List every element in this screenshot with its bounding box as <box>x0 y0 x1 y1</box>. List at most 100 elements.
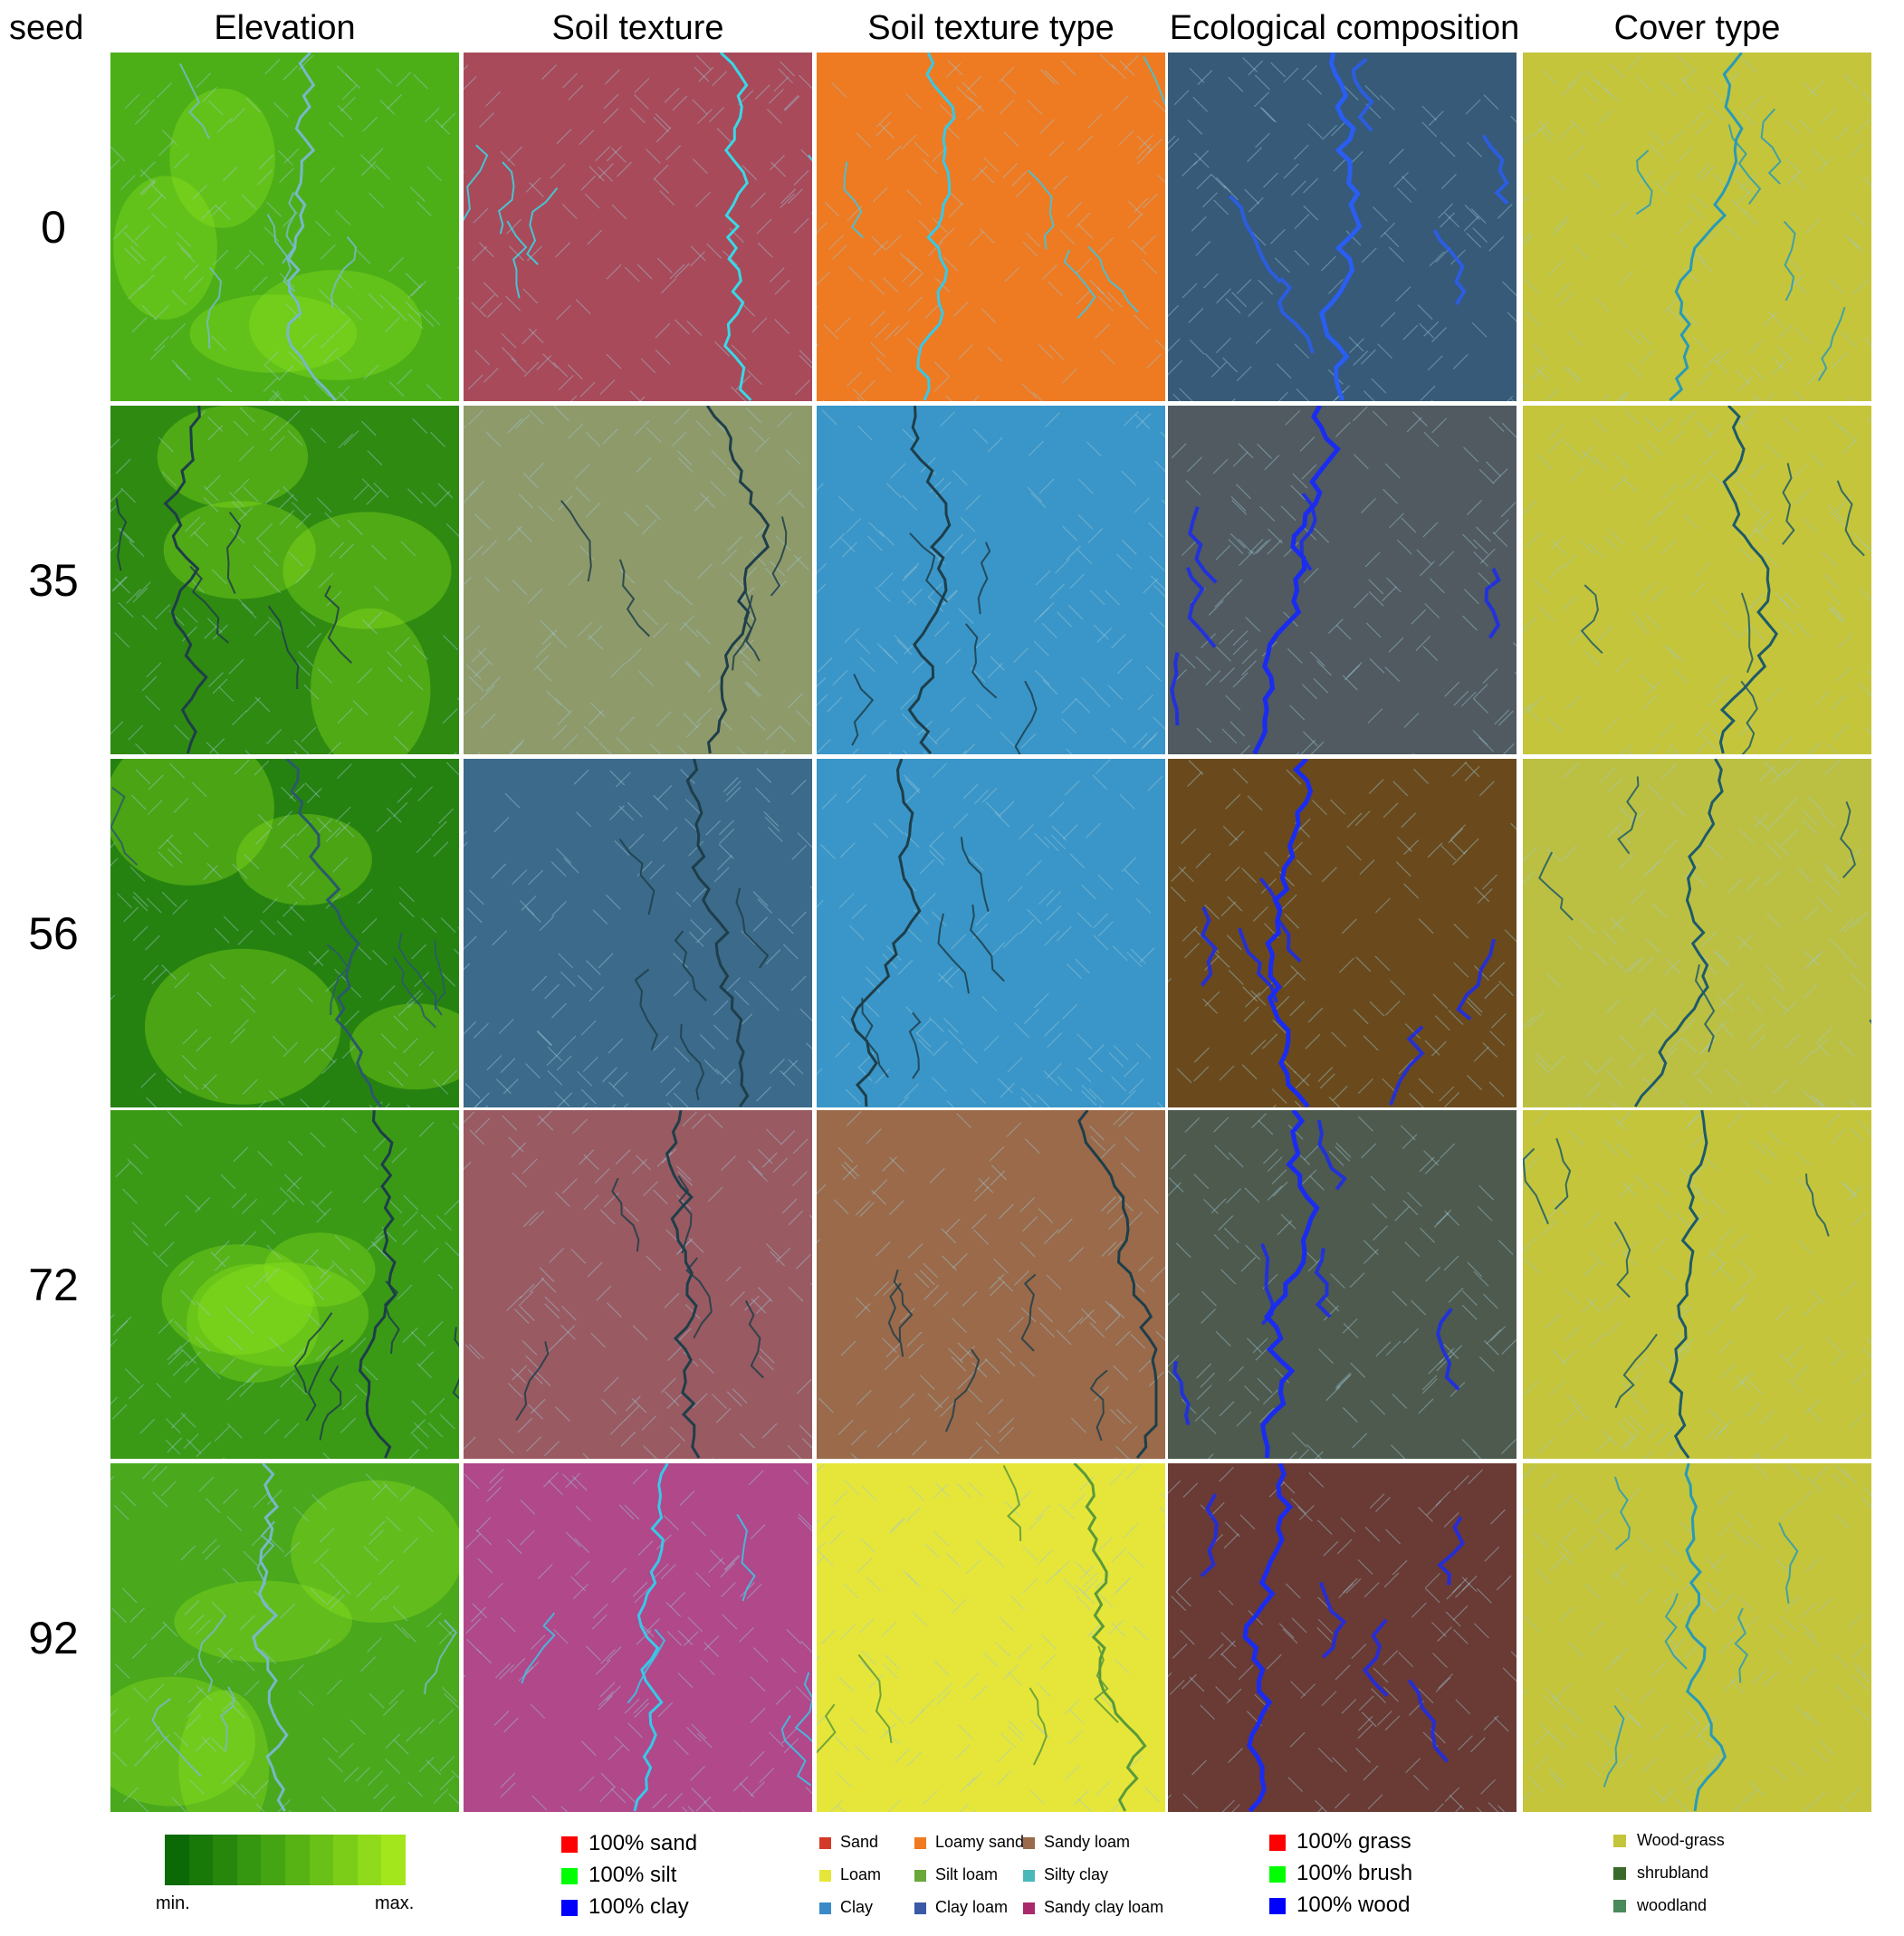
colorbar-step <box>261 1835 285 1885</box>
river-path <box>1077 1110 1158 1459</box>
legend-swatch <box>561 1835 578 1853</box>
tile-cover-type-seed-56 <box>1523 759 1871 1107</box>
column-header-soil-texture-type: Soil texture type <box>867 9 1115 47</box>
tributary-path <box>680 1024 705 1101</box>
tile-soil-texture-type-seed-0 <box>817 53 1165 401</box>
tile-elevation-seed-0 <box>110 53 459 401</box>
tributary-path <box>817 1703 837 1754</box>
column-header-ecological-composition: Ecological composition <box>1169 9 1520 47</box>
tile-background <box>1168 1110 1517 1459</box>
colorbar-step <box>284 1835 310 1885</box>
tributary-path <box>1740 680 1758 754</box>
legend-label: 100% sand <box>588 1831 698 1855</box>
drainage-texture <box>1168 1113 1517 1459</box>
legend-swatch <box>819 1902 831 1914</box>
tributary-path <box>326 944 349 1015</box>
seed-label-92: 92 <box>28 1612 79 1663</box>
tributary-path <box>1839 800 1857 878</box>
tributary-path <box>909 532 948 603</box>
drainage-texture <box>1523 1463 1871 1812</box>
legend-label: Clay loam <box>935 1898 1009 1916</box>
tributary-path <box>1318 1581 1347 1659</box>
tributary-path <box>1580 584 1603 655</box>
tributary-path <box>1229 195 1283 283</box>
tile-cover-type-seed-72 <box>1523 1110 1871 1459</box>
tributary-path <box>1614 1476 1631 1551</box>
elevation-highland <box>110 759 274 886</box>
river-path <box>1252 406 1341 754</box>
legend-item: Silty clay <box>1023 1862 1108 1887</box>
tile-background <box>464 759 812 1107</box>
tributary-path <box>1436 1308 1460 1391</box>
tributary-path <box>397 933 436 1011</box>
legend-swatch <box>1613 1835 1626 1848</box>
tributary-path <box>305 1339 344 1422</box>
tributary-path <box>293 1312 333 1394</box>
legend-swatch <box>914 1902 926 1914</box>
tributary-path <box>944 1348 981 1433</box>
drainage-texture <box>1523 759 1869 1107</box>
elevation-highland <box>157 406 309 508</box>
tributary-path <box>1185 566 1217 648</box>
tile-background <box>464 1463 812 1812</box>
colorbar-step <box>381 1835 406 1885</box>
legend-item: woodland <box>1613 1893 1707 1918</box>
elevation-highland <box>144 948 341 1105</box>
tributary-path <box>464 144 489 222</box>
tributary-path <box>179 62 210 139</box>
column-header-soil-texture: Soil texture <box>551 9 724 47</box>
tributary-path <box>1200 906 1218 987</box>
elevation-legend: min. max. <box>156 1835 418 1916</box>
tributary-path <box>1437 1516 1466 1586</box>
tile-soil-texture-type-seed-72 <box>817 1110 1165 1459</box>
elevation-highland <box>189 293 358 373</box>
tile-background <box>110 1110 459 1459</box>
tributary-path <box>960 837 990 913</box>
tributary-path <box>1694 963 1716 1053</box>
drainage-texture <box>817 409 1165 754</box>
column-header-elevation: Elevation <box>214 9 356 47</box>
legend-label: shrubland <box>1637 1864 1709 1882</box>
tributary-path <box>1316 1119 1347 1191</box>
legend-label: Wood-grass <box>1637 1831 1725 1849</box>
tile-soil-texture-type-seed-56 <box>817 759 1165 1107</box>
tributary-path <box>560 500 592 582</box>
tributary-path <box>1143 56 1165 107</box>
tributary-path <box>392 956 437 1029</box>
tributary-path <box>1805 1174 1830 1237</box>
legend-swatch <box>819 1869 831 1882</box>
legend-item: Sandy clay loam <box>1023 1894 1163 1920</box>
tile-background <box>1523 759 1871 1107</box>
tributary-path <box>1783 220 1796 302</box>
tile-ecological-composition-seed-35 <box>1168 406 1517 754</box>
cover-type-legend: Wood-grass shrubland woodland <box>1613 1827 1840 1927</box>
tributary-path <box>266 214 296 292</box>
tributary-path <box>743 589 761 662</box>
tributary-path <box>964 623 998 699</box>
tributary-path <box>1238 927 1278 1003</box>
tributary-path <box>1014 680 1038 754</box>
river-path <box>850 759 922 1107</box>
seed-header: seed <box>9 9 84 47</box>
tributary-path <box>1362 1618 1389 1698</box>
tributary-path <box>744 1300 764 1379</box>
legend-label: Loam <box>840 1865 882 1883</box>
elevation-highland <box>235 813 372 906</box>
tributary-path <box>736 1513 756 1602</box>
tile-background <box>110 406 459 754</box>
elevation-highland <box>110 1676 255 1807</box>
tributary-path <box>1172 1360 1191 1426</box>
colorbar-step <box>213 1835 237 1885</box>
colorbar-step <box>188 1835 214 1885</box>
elevation-highland <box>187 1263 320 1383</box>
drainage-texture <box>110 1110 459 1459</box>
drainage-texture <box>1523 54 1871 401</box>
drainage-texture <box>1168 57 1517 401</box>
legend-label: Silty clay <box>1044 1865 1109 1883</box>
legend-label: 100% wood <box>1296 1893 1411 1917</box>
legend-swatch <box>1613 1867 1626 1881</box>
tributary-path <box>206 266 223 350</box>
legend-swatch <box>819 1836 831 1849</box>
elevation-highland <box>174 1580 352 1663</box>
tile-background <box>464 406 812 754</box>
